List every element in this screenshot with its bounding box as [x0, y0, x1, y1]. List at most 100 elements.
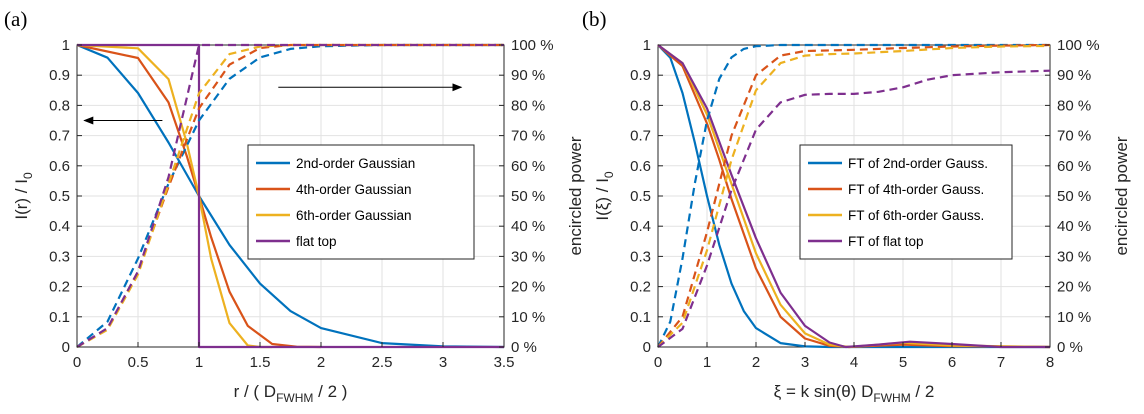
y-tick-label: 0.7: [630, 128, 651, 145]
x-tick-label: 1: [703, 354, 711, 371]
y2-tick-label: 60 %: [511, 158, 545, 175]
y-tick-label: 0.4: [49, 218, 70, 235]
y-tick-label: 0.2: [49, 279, 70, 296]
y-tick-label: 0.2: [630, 279, 651, 296]
x-tick-label: 0: [654, 354, 662, 371]
y2-tick-label: 0 %: [511, 339, 537, 356]
legend-entry: 2nd-order Gaussian: [296, 156, 415, 171]
x-axis-label: ξ = k sin(θ) DFWHM / 2: [774, 382, 935, 405]
y2-tick-label: 50 %: [511, 188, 545, 205]
x-tick-label: 0.5: [128, 354, 149, 371]
x-tick-label: 1: [195, 354, 203, 371]
y2-tick-label: 100 %: [1057, 37, 1100, 54]
x-axis-label-tail: / 2: [911, 382, 935, 401]
y-tick-label: 0.8: [49, 97, 70, 114]
y-tick-label: 0.9: [49, 67, 70, 84]
x-axis-label-subscript: FWHM: [276, 391, 313, 405]
series-line-encircled-power: [657, 44, 1051, 348]
y-tick-label: 0.6: [49, 158, 70, 175]
y-tick-label: 0: [643, 339, 651, 356]
x-tick-label: 4: [850, 354, 858, 371]
legend: FT of 2nd-order Gauss. FT of 4th-order Ga…: [799, 144, 1013, 260]
series-line-encircled-power: [657, 69, 1051, 348]
series-line-intensity: [76, 43, 505, 349]
legend-entry: FT of flat top: [848, 234, 924, 249]
x-tick-label: 6: [948, 354, 956, 371]
y-tick-label: 0.1: [630, 309, 651, 326]
y2-tick-label: 50 %: [1057, 188, 1091, 205]
chart-panel-b: (b) 0 1 2 3 4 5 6 7 8 0 0.1 0.2 0.3 0.4 0.5 0.6 0.7 0.8 0…: [582, 7, 1131, 405]
y2-tick-label: 80 %: [511, 97, 545, 114]
y2-tick-label: 30 %: [1057, 248, 1091, 265]
y-tick-label: 0.5: [630, 188, 651, 205]
series-line-intensity: [77, 43, 504, 349]
y-tick-label: 0.5: [49, 188, 70, 205]
y2-axis-label: encircled power: [566, 136, 585, 255]
y2-tick-label: 30 %: [511, 248, 545, 265]
x-axis-label-subscript: FWHM: [873, 391, 910, 405]
x-tick-label: 2: [317, 354, 325, 371]
x-tick-label: 0: [73, 354, 81, 371]
y-axis-label-main: I(ξ) / I: [593, 178, 612, 221]
legend-entry: 6th-order Gaussian: [296, 208, 412, 223]
y-tick-label: 0.6: [630, 158, 651, 175]
y2-axis-label: encircled power: [1112, 136, 1131, 255]
x-axis-label-main: r / ( D: [234, 382, 277, 401]
x-tick-label: 8: [1046, 354, 1054, 371]
y2-tick-label: 80 %: [1057, 97, 1091, 114]
y2-tick-label: 0 %: [1057, 339, 1083, 356]
y-tick-label: 1: [62, 37, 70, 54]
y2-tick-label: 100 %: [511, 37, 554, 54]
x-tick-label: 5: [899, 354, 907, 371]
x-axis-label-tail: / 2 ): [313, 382, 347, 401]
series-line-encircled-power: [657, 43, 1051, 348]
legend-entry: flat top: [296, 234, 337, 249]
y2-tick-label: 40 %: [1057, 218, 1091, 235]
y-axis-label: I(ξ) / I0: [593, 171, 616, 221]
x-tick-label: 3: [801, 354, 809, 371]
legend-entry: 4th-order Gaussian: [296, 182, 412, 197]
series-line-intensity: [76, 43, 322, 349]
y-tick-label: 0: [62, 339, 70, 356]
y-axis-label-subscript: 0: [21, 172, 35, 179]
y2-tick-label: 20 %: [511, 279, 545, 296]
y2-tick-label: 60 %: [1057, 158, 1091, 175]
y2-tick-label: 10 %: [1057, 309, 1091, 326]
y-axis-label-main: I(r) / I: [12, 179, 31, 220]
chart-panel-a: (a) 0 0.5 1 1.5 2 2.5 3 3.5 0 0.1 0.2 0.3 0.4 0.5 0.6…: [4, 7, 585, 405]
y-tick-label: 0.7: [49, 128, 70, 145]
series-line-intensity: [657, 44, 1050, 349]
y-tick-label: 0.9: [630, 67, 651, 84]
arrow-annotations: [83, 83, 463, 125]
series-line-encircled-power: [657, 43, 1050, 348]
y2-tick-label: 40 %: [511, 218, 545, 235]
x-tick-label: 3: [439, 354, 447, 371]
x-tick-label: 2.5: [372, 354, 393, 371]
y-tick-label: 0.8: [630, 97, 651, 114]
y2-tick-label: 90 %: [1057, 67, 1091, 84]
x-tick-label: 2: [752, 354, 760, 371]
y-tick-label: 0.3: [630, 248, 651, 265]
x-tick-label: 1.5: [250, 354, 271, 371]
legend-entry: FT of 4th-order Gauss.: [848, 182, 984, 197]
y-tick-label: 0.1: [49, 309, 70, 326]
x-axis-label-main: ξ = k sin(θ) D: [774, 382, 874, 401]
y2-tick-label: 10 %: [511, 309, 545, 326]
y-tick-label: 0.3: [49, 248, 70, 265]
legend-entry: FT of 2nd-order Gauss.: [848, 156, 988, 171]
panel-label: (b): [582, 7, 607, 31]
y-tick-label: 1: [643, 37, 651, 54]
legend-entry: FT of 6th-order Gauss.: [848, 208, 984, 223]
x-axis-label: r / ( DFWHM / 2 ): [234, 382, 348, 405]
y2-tick-label: 70 %: [511, 128, 545, 145]
y2-tick-label: 20 %: [1057, 279, 1091, 296]
y2-tick-label: 90 %: [511, 67, 545, 84]
x-tick-label: 3.5: [494, 354, 515, 371]
panel-label: (a): [4, 7, 27, 31]
y-tick-label: 0.4: [630, 218, 651, 235]
x-tick-label: 7: [997, 354, 1005, 371]
series-line-intensity: [657, 44, 1051, 349]
legend: 2nd-order Gaussian 4th-order Gaussian 6th-…: [247, 144, 475, 260]
y-axis-label: I(r) / I0: [12, 172, 35, 220]
